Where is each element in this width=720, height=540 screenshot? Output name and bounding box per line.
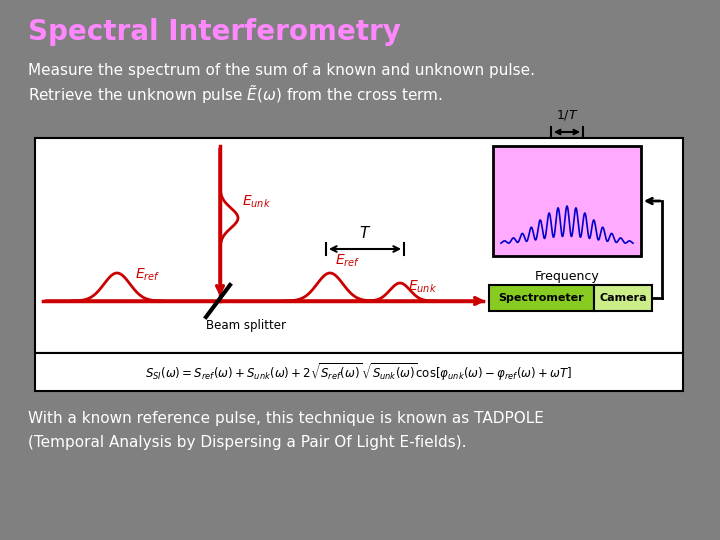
Text: $E_{ref}$: $E_{ref}$ bbox=[135, 267, 161, 284]
Bar bbox=[35, 353, 683, 391]
Text: Beam splitter: Beam splitter bbox=[206, 319, 286, 332]
Text: $T$: $T$ bbox=[359, 225, 371, 241]
Text: $1/T$: $1/T$ bbox=[556, 108, 578, 122]
Bar bbox=[489, 285, 594, 311]
Text: Retrieve the unknown pulse $\tilde{E}(\omega)$ from the cross term.: Retrieve the unknown pulse $\tilde{E}(\o… bbox=[28, 84, 443, 106]
Text: Spectral Interferometry: Spectral Interferometry bbox=[28, 18, 401, 46]
Text: $E_{unk}$: $E_{unk}$ bbox=[408, 279, 437, 295]
Text: $E_{ref}$: $E_{ref}$ bbox=[335, 253, 361, 269]
Bar bbox=[35, 138, 683, 353]
Text: (Temporal Analysis by Dispersing a Pair Of Light E-fields).: (Temporal Analysis by Dispersing a Pair … bbox=[28, 435, 467, 449]
Text: Frequency: Frequency bbox=[535, 270, 599, 283]
Text: Spectrometer: Spectrometer bbox=[499, 293, 585, 303]
Text: With a known reference pulse, this technique is known as TADPOLE: With a known reference pulse, this techn… bbox=[28, 410, 544, 426]
Text: Measure the spectrum of the sum of a known and unknown pulse.: Measure the spectrum of the sum of a kno… bbox=[28, 63, 535, 78]
Text: $E_{unk}$: $E_{unk}$ bbox=[242, 194, 271, 211]
Bar bbox=[493, 146, 641, 256]
Text: Camera: Camera bbox=[599, 293, 647, 303]
Bar bbox=[594, 285, 652, 311]
Text: $S_{SI}(\omega) = S_{ref}(\omega) + S_{unk}(\omega) + 2\sqrt{S_{ref}(\omega)}\,\: $S_{SI}(\omega) = S_{ref}(\omega) + S_{u… bbox=[145, 361, 572, 383]
